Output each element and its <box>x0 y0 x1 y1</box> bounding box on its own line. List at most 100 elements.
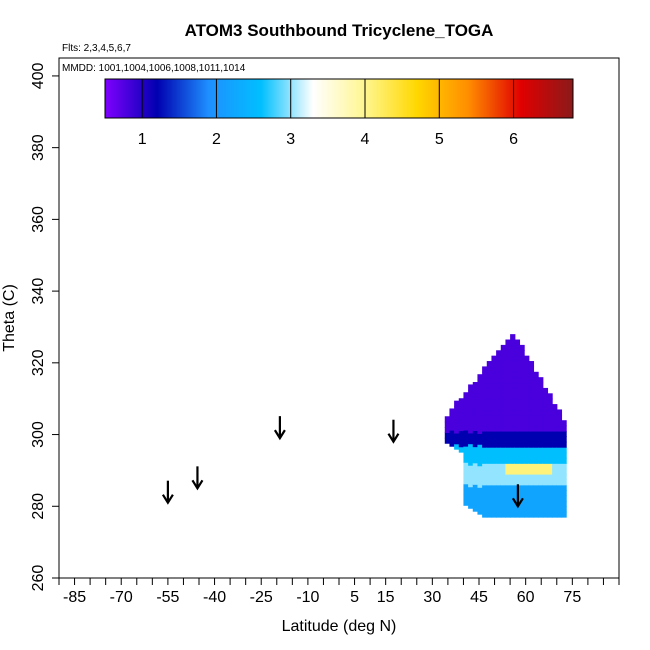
heat-cell <box>500 398 507 405</box>
heat-cell <box>472 441 479 448</box>
heat-cell <box>561 441 567 448</box>
heat-cell <box>538 409 544 416</box>
heat-cell <box>496 382 502 389</box>
heat-cell <box>449 429 455 436</box>
heat-cell <box>496 430 502 437</box>
heat-cell <box>524 420 530 427</box>
heat-cell <box>496 371 502 378</box>
heat-cell <box>505 344 511 351</box>
heat-cell <box>500 457 507 464</box>
heat-cell <box>538 495 544 502</box>
heat-cell <box>500 511 507 518</box>
heat-cell <box>468 492 474 498</box>
heat-cell <box>491 463 497 470</box>
heat-cell <box>486 457 493 464</box>
x-tick-label: 75 <box>563 589 581 606</box>
heat-cell <box>491 500 497 507</box>
heat-cell <box>454 438 460 445</box>
heat-cell <box>458 414 465 421</box>
heat-cell <box>510 479 516 486</box>
heat-cell <box>533 409 539 416</box>
heat-cell <box>510 334 516 341</box>
heat-cell <box>510 366 516 373</box>
heat-cell <box>510 355 516 362</box>
heat-cell <box>538 441 544 448</box>
heat-cell <box>486 490 493 497</box>
heat-cell <box>449 408 455 415</box>
heat-cell <box>472 392 479 399</box>
heat-cell <box>542 490 549 497</box>
heat-cell <box>552 457 558 464</box>
heat-cell <box>514 436 521 443</box>
heat-cell <box>510 441 516 448</box>
heat-cell <box>500 404 507 411</box>
colorbar-tick-label: 6 <box>509 131 518 148</box>
heat-cell <box>496 447 502 454</box>
heat-cell <box>472 462 479 469</box>
heat-cell <box>533 393 539 400</box>
heat-cell <box>538 387 544 394</box>
heat-cell <box>524 484 530 491</box>
heat-cell <box>491 420 497 427</box>
heat-cell <box>477 390 483 397</box>
heat-cell <box>491 474 497 480</box>
heat-cell <box>463 392 469 399</box>
heat-cell <box>482 457 488 464</box>
arrows <box>161 416 524 509</box>
heat-cell <box>463 413 469 420</box>
heat-cell <box>496 495 502 502</box>
heat-cell <box>458 441 465 448</box>
heat-cell <box>528 425 535 432</box>
heat-cell <box>491 414 497 421</box>
heat-cell <box>547 398 553 405</box>
heat-cell <box>496 511 502 518</box>
heat-cell <box>496 409 502 416</box>
heat-cell <box>510 350 516 357</box>
heat-cell <box>547 393 553 400</box>
heat-cell <box>561 511 567 518</box>
heat-cell <box>463 499 469 506</box>
heat-cell <box>486 414 493 421</box>
heat-cell <box>524 371 530 378</box>
heat-cell <box>468 422 474 429</box>
heat-cell <box>510 404 516 411</box>
heat-cell <box>542 479 549 486</box>
heat-cell <box>556 420 563 427</box>
heat-cell <box>519 474 525 480</box>
heat-cell <box>468 389 474 396</box>
heat-cell <box>552 479 558 486</box>
heat-cell <box>472 484 479 491</box>
heat-cell <box>477 503 483 510</box>
heat-cell <box>486 463 493 470</box>
heat-cell <box>505 468 511 475</box>
heat-cell <box>552 484 558 491</box>
heat-cell <box>552 468 558 475</box>
heat-cell <box>468 411 474 418</box>
heat-cell <box>510 452 516 459</box>
heat-cell <box>486 441 493 448</box>
heat-cell <box>524 361 530 368</box>
heat-cell <box>491 447 497 454</box>
heat-cell <box>519 371 525 378</box>
heat-cell <box>468 400 474 407</box>
heat-cell <box>524 382 530 389</box>
heat-cell <box>472 478 479 485</box>
heat-cell <box>468 465 474 472</box>
heat-cell <box>556 463 563 470</box>
heat-cell <box>561 430 567 437</box>
heat-cell <box>542 468 549 475</box>
heat-cell <box>505 371 511 378</box>
heat-cell <box>510 420 516 427</box>
heat-cell <box>468 427 474 434</box>
heat-cell <box>528 463 535 470</box>
heat-cell <box>524 436 530 443</box>
heat-cell <box>542 436 549 443</box>
heat-cell <box>463 456 469 463</box>
heat-cell <box>491 382 497 389</box>
heat-cell <box>496 355 502 362</box>
heat-cell <box>528 361 535 368</box>
heat-cell <box>500 447 507 454</box>
heat-cell <box>561 425 567 432</box>
heat-cell <box>463 440 469 447</box>
heat-cell <box>491 355 497 362</box>
